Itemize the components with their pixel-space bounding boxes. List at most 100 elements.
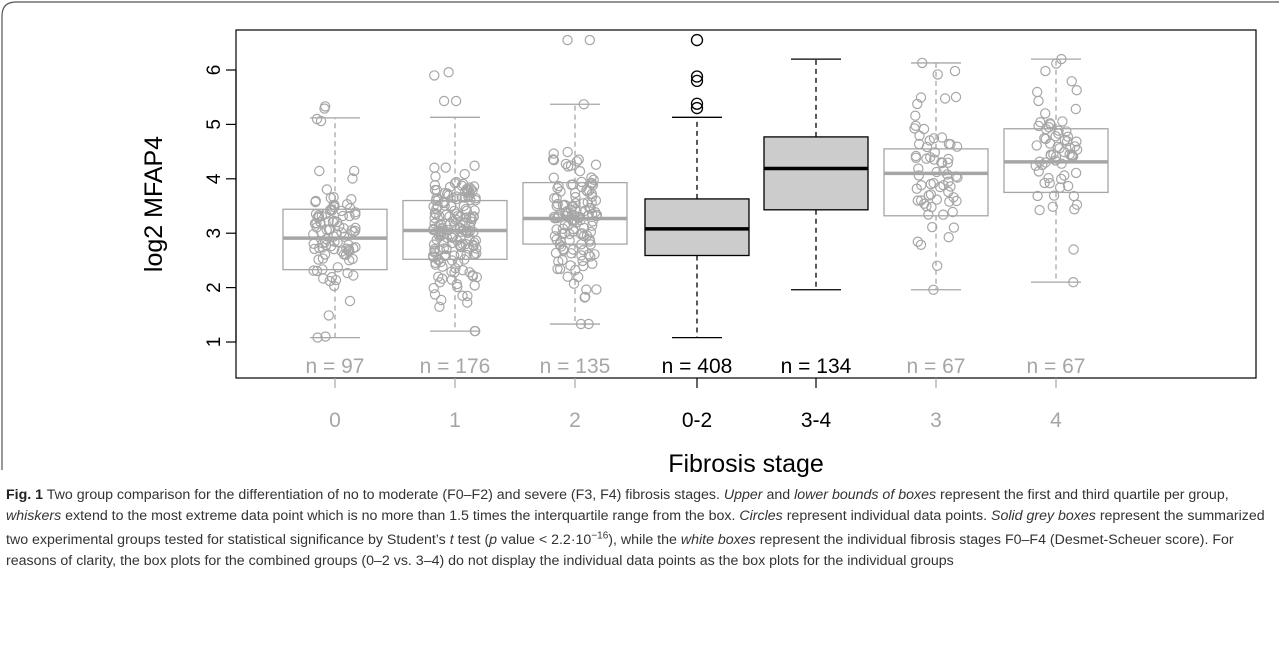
caption-italic-text: Circles bbox=[739, 507, 783, 524]
data-point bbox=[1039, 108, 1051, 119]
data-point bbox=[585, 251, 596, 262]
data-point bbox=[578, 260, 589, 272]
y-axis-label: log2 MFAP4 bbox=[140, 136, 168, 272]
data-point bbox=[1050, 130, 1061, 142]
data-point bbox=[344, 210, 355, 222]
data-point bbox=[465, 184, 477, 195]
y-tick-label: 4 bbox=[204, 173, 225, 184]
data-point bbox=[1033, 120, 1044, 132]
caption-italic-text: p bbox=[489, 532, 498, 549]
data-point bbox=[575, 318, 587, 330]
data-point bbox=[334, 221, 345, 232]
count-label: n = 67 bbox=[1027, 355, 1086, 378]
data-points-4 bbox=[1030, 53, 1083, 288]
data-point bbox=[436, 294, 447, 306]
data-point bbox=[562, 34, 573, 46]
data-point bbox=[469, 160, 480, 171]
data-point bbox=[925, 189, 937, 200]
data-point bbox=[913, 138, 925, 150]
data-point bbox=[586, 208, 598, 220]
data-point bbox=[468, 211, 479, 222]
data-point bbox=[560, 158, 572, 170]
data-point bbox=[1068, 277, 1079, 288]
data-point bbox=[446, 255, 458, 266]
data-point bbox=[459, 192, 471, 203]
data-point bbox=[577, 255, 588, 267]
data-point bbox=[578, 99, 590, 110]
x-tick-label: 0 bbox=[329, 409, 341, 432]
data-point bbox=[552, 263, 563, 275]
data-point bbox=[915, 195, 927, 206]
data-point bbox=[943, 186, 954, 198]
data-point bbox=[578, 222, 590, 234]
data-point bbox=[1053, 125, 1064, 136]
outlier-point bbox=[690, 74, 704, 88]
data-point bbox=[578, 198, 589, 209]
data-point bbox=[1066, 76, 1077, 87]
data-point bbox=[555, 186, 566, 197]
data-point bbox=[943, 176, 954, 187]
data-point bbox=[945, 181, 956, 192]
data-point bbox=[929, 154, 940, 165]
data-points-3 bbox=[909, 57, 963, 295]
data-point bbox=[433, 194, 444, 206]
data-point bbox=[581, 284, 592, 295]
data-point bbox=[317, 237, 328, 249]
data-point bbox=[449, 220, 460, 232]
count-label: n = 97 bbox=[306, 355, 365, 378]
data-point bbox=[915, 239, 927, 250]
data-point bbox=[562, 161, 574, 172]
data-point bbox=[571, 156, 583, 167]
data-point bbox=[1051, 58, 1062, 69]
data-point bbox=[948, 222, 960, 233]
x-tick-label: 2 bbox=[569, 409, 581, 432]
data-point bbox=[931, 194, 943, 205]
data-point bbox=[471, 243, 482, 254]
box-iqr bbox=[763, 136, 869, 211]
data-point bbox=[928, 284, 939, 295]
caption-segment: Two group comparison for the differentia… bbox=[43, 487, 724, 503]
x-tick-label: 0-2 bbox=[682, 409, 712, 432]
data-point bbox=[344, 295, 356, 307]
count-label: n = 408 bbox=[662, 355, 733, 378]
data-point bbox=[951, 141, 963, 152]
data-point bbox=[446, 237, 458, 249]
data-point bbox=[346, 193, 357, 205]
data-point bbox=[1044, 177, 1056, 189]
outlier-point bbox=[690, 33, 704, 47]
data-point bbox=[549, 192, 560, 204]
data-point bbox=[1053, 128, 1064, 139]
data-point bbox=[1040, 65, 1051, 77]
data-point bbox=[317, 264, 328, 275]
data-point bbox=[1069, 204, 1080, 215]
data-point bbox=[323, 216, 334, 227]
data-point bbox=[586, 188, 598, 200]
caption-segment: test ( bbox=[453, 532, 490, 549]
x-tick-label: 3 bbox=[930, 409, 942, 432]
data-point bbox=[337, 210, 349, 222]
data-point bbox=[456, 226, 467, 237]
data-point bbox=[434, 277, 445, 288]
figure-caption: Fig. 1 Two group comparison for the diff… bbox=[6, 485, 1272, 572]
data-point bbox=[917, 57, 928, 69]
data-point bbox=[568, 223, 579, 235]
data-point bbox=[1062, 180, 1074, 192]
data-point bbox=[465, 194, 476, 206]
data-point bbox=[1031, 86, 1043, 98]
data-point bbox=[433, 255, 444, 266]
data-point bbox=[1043, 121, 1055, 133]
data-point bbox=[553, 256, 564, 267]
data-point bbox=[551, 200, 562, 212]
data-point bbox=[316, 227, 327, 238]
caption-italic-text: lower bounds of boxes bbox=[794, 487, 937, 503]
data-point bbox=[586, 172, 597, 183]
data-point bbox=[455, 240, 467, 251]
x-axis-label: Fibrosis stage bbox=[668, 450, 824, 478]
data-point bbox=[342, 267, 353, 279]
data-point bbox=[350, 222, 361, 234]
data-point bbox=[471, 248, 482, 259]
data-point bbox=[562, 271, 573, 282]
data-point bbox=[434, 301, 445, 312]
data-point bbox=[554, 263, 566, 275]
data-point bbox=[1070, 103, 1082, 115]
